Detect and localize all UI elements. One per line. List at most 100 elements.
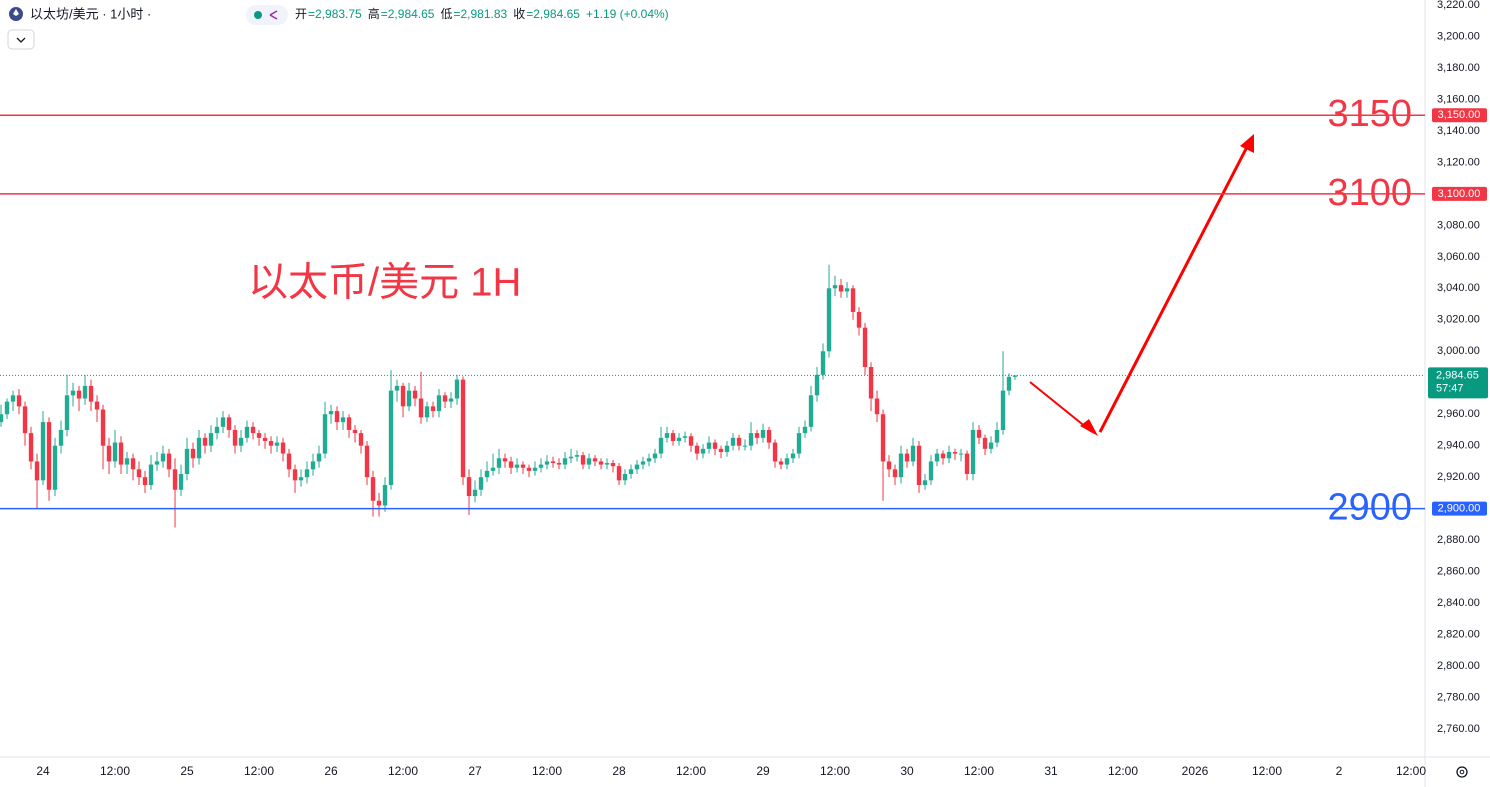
candle-body xyxy=(1006,376,1012,391)
y-tick-label: 3,080.00 xyxy=(1437,219,1480,231)
legend-value: =2,984.65 xyxy=(526,7,580,21)
y-tick-label: 2,880.00 xyxy=(1437,534,1480,546)
candle-body xyxy=(514,464,520,468)
candle-body xyxy=(640,461,646,465)
candle-body xyxy=(754,433,760,438)
candle-body xyxy=(286,453,292,470)
candle-body xyxy=(778,461,784,465)
candle-body xyxy=(166,453,172,470)
status-dot xyxy=(254,11,262,19)
candle-body xyxy=(10,395,16,402)
candle-body xyxy=(100,409,106,446)
y-tick-label: 2,780.00 xyxy=(1437,691,1480,703)
candle-body xyxy=(832,285,838,289)
candle-body xyxy=(856,311,862,328)
candle-body xyxy=(88,385,94,402)
legend-key: 低 xyxy=(440,7,452,21)
x-tick-label: 12:00 xyxy=(1396,764,1426,778)
collapse-button[interactable] xyxy=(7,29,35,50)
candle-body xyxy=(412,390,418,399)
candle-body xyxy=(370,477,376,501)
symbol-icon-glyph xyxy=(13,9,19,16)
candle-body xyxy=(496,458,502,468)
candle-body xyxy=(910,445,916,462)
candle-body xyxy=(52,445,58,490)
candle-body xyxy=(34,461,40,481)
x-tick-label: 28 xyxy=(612,764,626,778)
chart-annotation: 以太币/美元 1H xyxy=(248,261,521,305)
candle-body xyxy=(340,417,346,423)
level-price-box xyxy=(1432,186,1487,201)
candle-body xyxy=(376,500,382,506)
candle-body xyxy=(730,437,736,446)
level-price-label: 3,100.00 xyxy=(1438,188,1481,200)
candle-body xyxy=(4,401,10,415)
candle-body xyxy=(352,429,358,434)
candle-body xyxy=(724,445,730,452)
x-tick-label: 27 xyxy=(468,764,482,778)
candle-body xyxy=(532,467,538,471)
candle-body xyxy=(658,437,664,454)
candle-body xyxy=(244,426,250,438)
candle-body xyxy=(196,437,202,459)
y-tick-label: 3,180.00 xyxy=(1437,62,1480,74)
candle-body xyxy=(892,469,898,478)
candle-body xyxy=(874,398,880,415)
last-price-box xyxy=(1428,367,1488,399)
settings-icon[interactable] xyxy=(1456,766,1468,778)
candle-body xyxy=(568,456,574,459)
candle-body xyxy=(988,442,994,449)
symbol-title: 以太坊/美元 · 1小时 · xyxy=(30,6,151,21)
y-tick-label: 2,860.00 xyxy=(1437,566,1480,578)
level-price-label: 2,900.00 xyxy=(1438,503,1481,515)
candle-body xyxy=(694,445,700,454)
candle-body xyxy=(40,422,46,481)
candle-body xyxy=(736,437,742,446)
y-tick-label: 2,840.00 xyxy=(1437,597,1480,609)
candle-body xyxy=(70,390,76,396)
candle-body xyxy=(232,429,238,446)
candle-body xyxy=(922,480,928,486)
candle-body xyxy=(472,489,478,497)
candle-body xyxy=(298,477,304,481)
candle-body xyxy=(418,398,424,418)
candle-body xyxy=(490,467,496,471)
x-tick-label: 12:00 xyxy=(388,764,418,778)
y-tick-label: 3,140.00 xyxy=(1437,125,1480,137)
candle-body xyxy=(970,429,976,475)
candle-body xyxy=(508,461,514,468)
candle-body xyxy=(82,385,88,399)
candle-body xyxy=(358,433,364,446)
candle-body xyxy=(58,429,64,446)
y-tick-label: 3,040.00 xyxy=(1437,282,1480,294)
candle-body xyxy=(682,436,688,438)
candle-body xyxy=(238,437,244,446)
candle-body xyxy=(190,448,196,459)
x-tick-label: 31 xyxy=(1044,764,1058,778)
candle-body xyxy=(838,285,844,292)
last-price-label: 2,984.65 xyxy=(1436,369,1479,381)
candle-body xyxy=(94,401,100,410)
candle-body xyxy=(262,437,268,441)
candle-body xyxy=(280,442,286,454)
candle-body xyxy=(184,448,190,475)
candle-body xyxy=(802,426,808,434)
candle-body xyxy=(688,436,694,446)
x-tick-label: 29 xyxy=(756,764,770,778)
candle-body xyxy=(580,455,586,465)
candle-body xyxy=(862,327,868,368)
level-price-label: 3,150.00 xyxy=(1438,109,1481,121)
x-tick-label: 12:00 xyxy=(676,764,706,778)
y-tick-label: 3,160.00 xyxy=(1437,93,1480,105)
candle-body xyxy=(982,437,988,449)
candle-body xyxy=(916,445,922,486)
candle-body xyxy=(268,440,274,446)
candle-body xyxy=(442,395,448,402)
candle-body xyxy=(934,453,940,462)
candle-body xyxy=(334,411,340,423)
candle-body xyxy=(1012,375,1018,377)
indicator-pill[interactable] xyxy=(246,5,288,25)
x-tick-label: 12:00 xyxy=(532,764,562,778)
share-icon xyxy=(269,10,278,20)
candle-body xyxy=(346,417,352,430)
